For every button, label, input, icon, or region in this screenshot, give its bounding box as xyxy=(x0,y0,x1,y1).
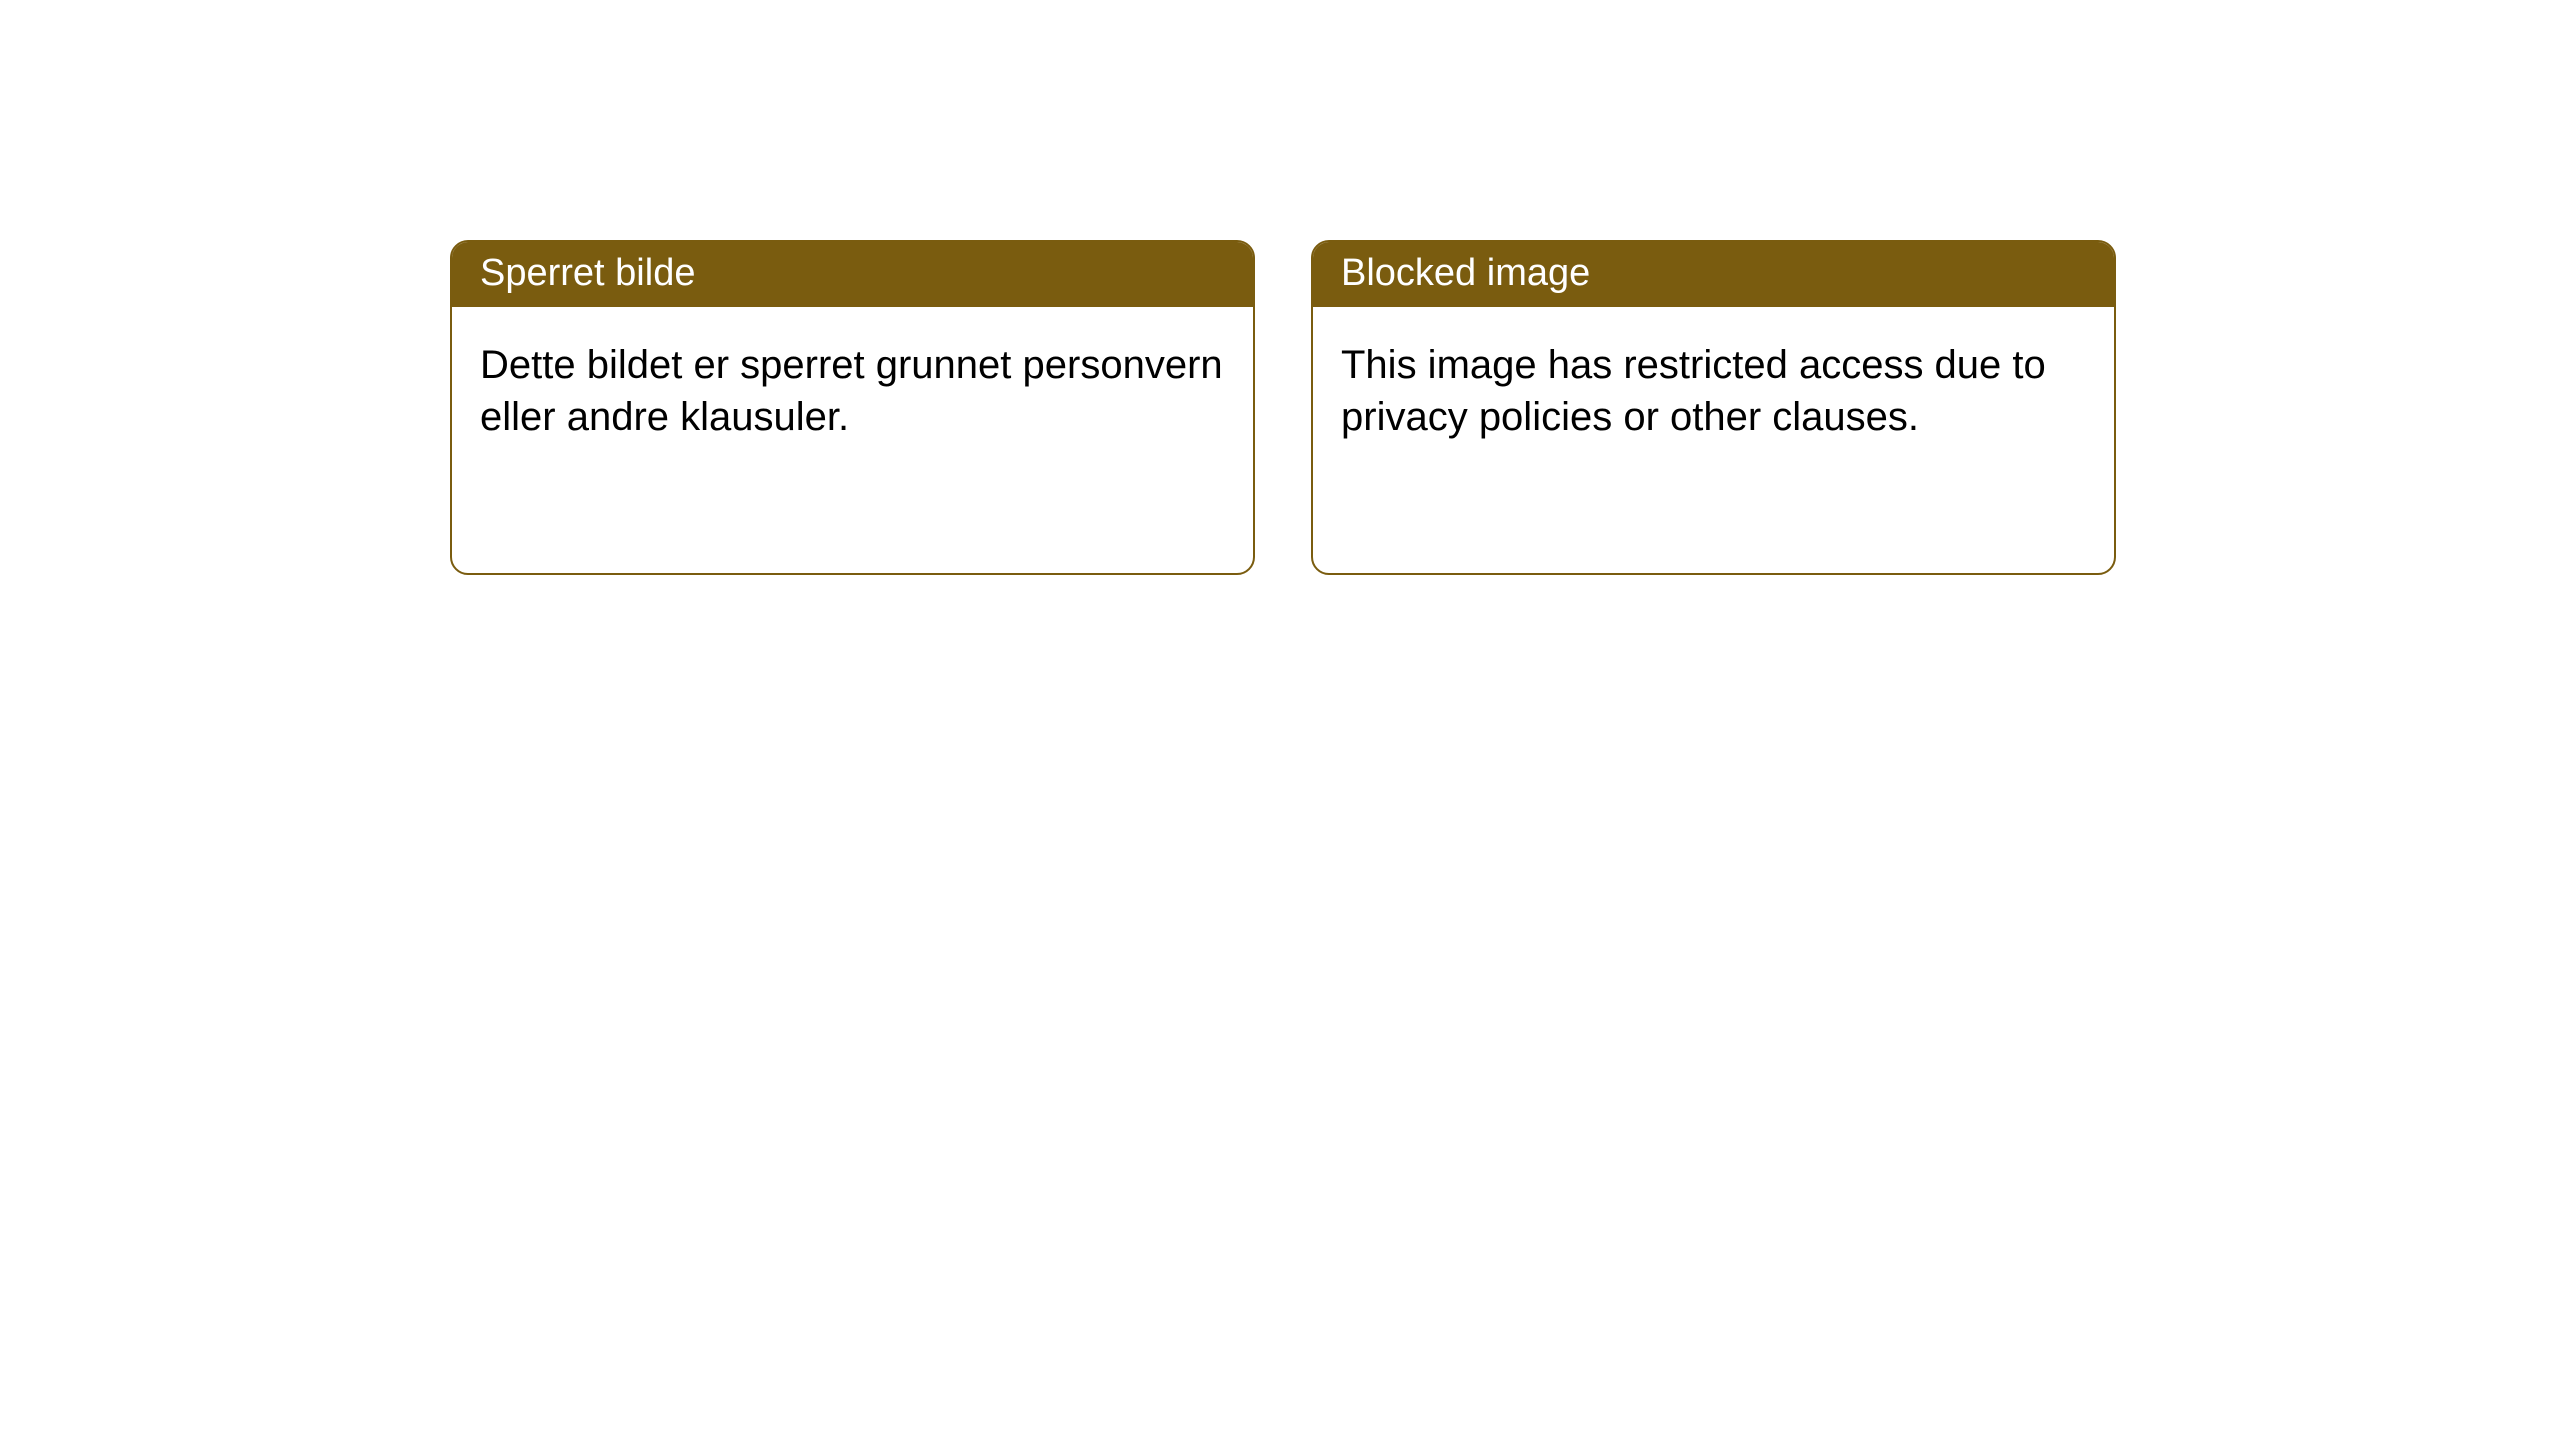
card-body-text: This image has restricted access due to … xyxy=(1341,343,2046,439)
blocked-image-card-en: Blocked image This image has restricted … xyxy=(1311,240,2116,575)
card-title: Blocked image xyxy=(1341,252,1590,294)
card-body: Dette bildet er sperret grunnet personve… xyxy=(452,307,1253,475)
card-body: This image has restricted access due to … xyxy=(1313,307,2114,475)
card-header: Blocked image xyxy=(1313,242,2114,307)
card-header: Sperret bilde xyxy=(452,242,1253,307)
card-body-text: Dette bildet er sperret grunnet personve… xyxy=(480,343,1223,439)
cards-container: Sperret bilde Dette bildet er sperret gr… xyxy=(0,0,2560,575)
blocked-image-card-no: Sperret bilde Dette bildet er sperret gr… xyxy=(450,240,1255,575)
card-title: Sperret bilde xyxy=(480,252,695,294)
